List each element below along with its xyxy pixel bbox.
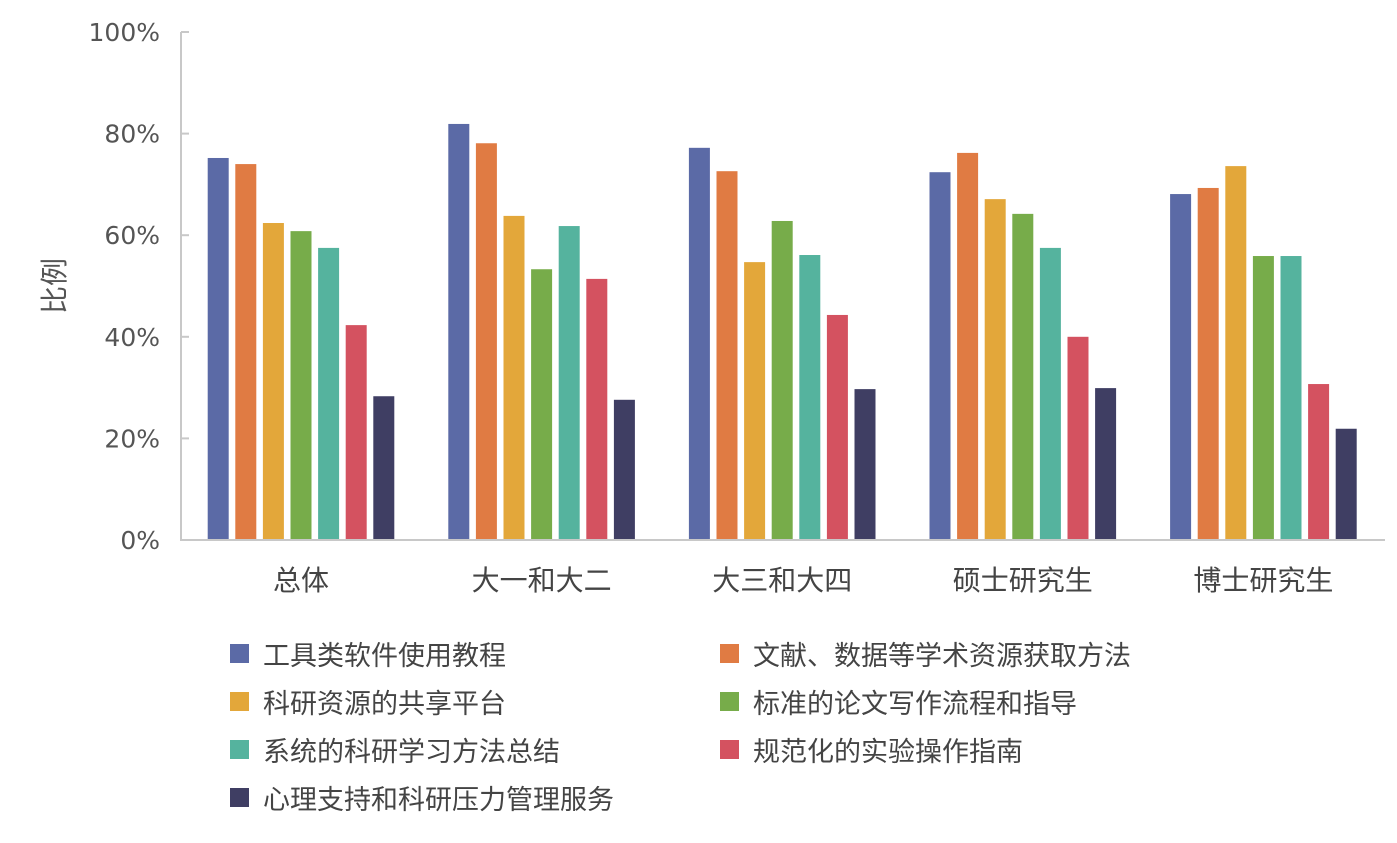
y-axis-label: 比例 (38, 258, 71, 314)
y-tick-label: 20% (104, 424, 160, 453)
bar (1067, 336, 1089, 540)
bar (1225, 166, 1247, 540)
x-tick-label: 大三和大四 (712, 564, 852, 597)
bar (1335, 428, 1357, 540)
bar (235, 164, 257, 540)
y-tick-label: 80% (104, 120, 160, 149)
bar (207, 157, 229, 540)
legend-swatch (230, 739, 249, 759)
x-tick-label: 总体 (273, 564, 329, 597)
legend-label: 文献、数据等学术资源获取方法 (753, 640, 1131, 672)
bar (613, 399, 635, 540)
legend-label: 工具类软件使用教程 (263, 640, 506, 672)
legend-label: 标准的论文写作流程和指导 (753, 688, 1077, 720)
bar (373, 396, 395, 540)
bar (1170, 194, 1192, 540)
legend-swatch (720, 643, 739, 663)
legend-swatch (720, 739, 739, 759)
bar (688, 147, 710, 540)
legend-swatch (230, 787, 249, 807)
x-tick-label: 硕士研究生 (953, 564, 1093, 597)
y-tick-label: 100% (89, 18, 160, 47)
bar (1197, 187, 1219, 540)
bar (531, 269, 553, 540)
bar (957, 152, 979, 541)
bar (586, 278, 608, 540)
bar (799, 255, 821, 540)
legend-label: 规范化的实验操作指南 (753, 736, 1023, 768)
bar (475, 143, 497, 540)
bar (854, 389, 876, 540)
bar (1280, 256, 1302, 540)
legend-label: 科研资源的共享平台 (263, 688, 506, 720)
x-tick-label: 博士研究生 (1193, 564, 1333, 597)
bar (929, 172, 951, 540)
legend-label: 心理支持和科研压力管理服务 (263, 784, 614, 816)
legend-item: 系统的科研学习方法总结 (230, 732, 720, 768)
bar (716, 171, 738, 540)
legend-item: 科研资源的共享平台 (230, 684, 720, 720)
legend-item: 规范化的实验操作指南 (720, 732, 1220, 768)
bar (984, 199, 1006, 540)
legend-item: 标准的论文写作流程和指导 (720, 684, 1220, 720)
y-tick-label: 40% (104, 323, 160, 352)
legend-swatch (230, 643, 249, 663)
legend-item: 心理支持和科研压力管理服务 (230, 780, 720, 816)
legend-swatch (720, 691, 739, 711)
bar (558, 226, 580, 540)
y-tick-label: 60% (104, 221, 160, 250)
x-tick-label: 大一和大二 (472, 564, 612, 597)
legend: 工具类软件使用教程 文献、数据等学术资源获取方法科研资源的共享平台 标准的论文写作流… (230, 636, 1330, 816)
bar (1039, 247, 1061, 540)
bar (1095, 388, 1117, 540)
legend-label: 系统的科研学习方法总结 (263, 736, 560, 768)
legend-item: 工具类软件使用教程 (230, 636, 720, 672)
bar (290, 231, 312, 541)
plot-area: 0% 20% 40% 60% 80% 100% 总体 大一和大二 大三和大四 硕士研究生 博士研究… (38, 18, 1385, 597)
bar (503, 215, 525, 540)
bar (262, 223, 284, 540)
bar (771, 220, 793, 540)
bar (318, 247, 340, 540)
bar (1012, 213, 1034, 540)
bar (448, 123, 470, 540)
bar (744, 262, 766, 540)
legend-swatch (230, 691, 249, 711)
legend-item: 文献、数据等学术资源获取方法 (720, 636, 1220, 672)
bar (345, 325, 367, 540)
y-tick-label: 0% (120, 526, 160, 555)
bar (826, 314, 848, 540)
bar (1252, 256, 1274, 540)
bar (1308, 384, 1330, 540)
